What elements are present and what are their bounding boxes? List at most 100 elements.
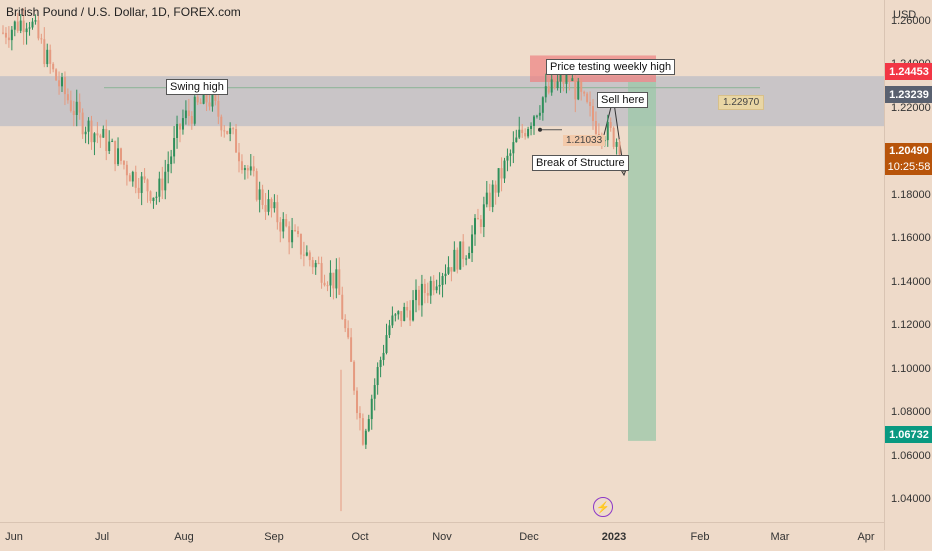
time-tick-label: Aug <box>174 531 194 543</box>
candle-body <box>417 289 420 306</box>
candle-body <box>43 39 46 65</box>
candle-body <box>370 398 373 420</box>
candle-body <box>90 120 93 143</box>
candle-body <box>146 179 149 192</box>
candle-body <box>75 101 78 116</box>
candle-body <box>550 79 553 93</box>
candle-body <box>612 127 615 147</box>
candle-body <box>400 311 403 321</box>
candle-body <box>37 20 40 39</box>
candle-body <box>589 101 592 107</box>
candle-body <box>16 21 19 31</box>
candle-body <box>40 38 43 40</box>
candle-body <box>447 267 450 274</box>
price-tick-label: 1.22000 <box>891 101 931 114</box>
candle-body <box>435 286 438 291</box>
candle-body <box>382 352 385 360</box>
candle-body <box>468 252 471 259</box>
candle-body <box>618 141 621 155</box>
candle-body <box>500 168 503 179</box>
break-of-structure-callout[interactable]: Break of Structure <box>532 155 629 171</box>
candle-body <box>63 77 66 95</box>
candle-body <box>403 306 406 321</box>
candle-body <box>291 230 294 243</box>
candle-body <box>158 178 161 197</box>
candle-body <box>84 131 87 135</box>
candle-body <box>450 267 453 272</box>
candle-body <box>196 96 199 103</box>
candle-body <box>155 196 158 198</box>
candle-body <box>338 269 341 295</box>
candle-body <box>22 20 25 33</box>
candle-body <box>379 359 382 368</box>
candle-body <box>459 241 462 270</box>
candle-body <box>229 128 232 134</box>
take-profit-box <box>628 81 656 441</box>
candle-body <box>571 78 574 82</box>
symbol-title[interactable]: British Pound / U.S. Dollar, 1D, FOREX.c… <box>6 5 241 19</box>
plot-area[interactable]: British Pound / U.S. Dollar, 1D, FOREX.c… <box>0 0 884 522</box>
candle-body <box>4 32 7 38</box>
candle-body <box>376 367 379 386</box>
candle-body <box>597 133 600 136</box>
candle-body <box>385 335 388 353</box>
candle-body <box>232 128 235 130</box>
sell-here-callout[interactable]: Sell here <box>597 92 649 108</box>
time-axis[interactable]: Jun Jul Aug Sep Oct Nov Dec 2023 Feb Mar Apr <box>0 522 884 551</box>
time-tick-label: Sep <box>264 531 284 543</box>
candle-body <box>391 315 394 326</box>
candle-body <box>509 153 512 156</box>
lightning-icon[interactable]: ⚡ <box>593 497 613 517</box>
candle-body <box>122 160 125 165</box>
candle-body <box>181 118 184 130</box>
candle-body <box>152 197 155 202</box>
candle-body <box>131 171 134 182</box>
candle-body <box>559 75 562 82</box>
candle-body <box>243 168 246 171</box>
candle-body <box>565 71 568 84</box>
price-tick-label: 1.06000 <box>891 449 931 462</box>
candle-body <box>28 27 31 29</box>
candle-body <box>19 20 22 31</box>
candle-body <box>326 285 329 287</box>
candle-body <box>491 184 494 208</box>
stop-price-tag: 1.24453 <box>885 63 932 80</box>
candle-body <box>521 129 524 134</box>
candle-body <box>297 230 299 235</box>
candlestick-chart[interactable] <box>0 0 884 522</box>
swing-high-callout[interactable]: Swing high <box>166 79 228 95</box>
candle-body <box>544 86 547 98</box>
candle-body <box>87 120 90 132</box>
candle-body <box>432 280 435 291</box>
candle-body <box>117 148 120 165</box>
candle-body <box>220 116 223 131</box>
candle-body <box>25 28 28 33</box>
candle-body <box>341 294 344 320</box>
candle-body <box>99 135 102 138</box>
price-axis[interactable]: USD 1.260001.240001.220001.200001.180001… <box>884 0 932 550</box>
candle-body <box>261 189 264 206</box>
candle-body <box>329 272 332 286</box>
candle-body <box>488 192 491 208</box>
price-tick-label: 1.18000 <box>891 188 931 201</box>
candle-body <box>208 102 211 107</box>
candle-body <box>335 269 338 289</box>
weekly-high-callout[interactable]: Price testing weekly high <box>546 59 676 75</box>
target-price-tag: 1.06732 <box>885 426 932 443</box>
candle-body <box>388 325 391 336</box>
candle-body <box>535 115 538 117</box>
candle-body <box>294 230 297 232</box>
candle-body <box>453 249 456 272</box>
candle-body <box>285 219 288 227</box>
candle-body <box>226 131 229 134</box>
candle-body <box>49 49 52 64</box>
candle-body <box>264 205 267 212</box>
bos-level-label: 1.21033 <box>563 135 606 146</box>
candle-body <box>406 306 409 311</box>
candle-body <box>615 141 618 147</box>
bos-dot <box>538 127 542 132</box>
price-tick-label: 1.04000 <box>891 493 931 506</box>
candle-body <box>120 148 122 161</box>
candle-body <box>350 337 353 362</box>
